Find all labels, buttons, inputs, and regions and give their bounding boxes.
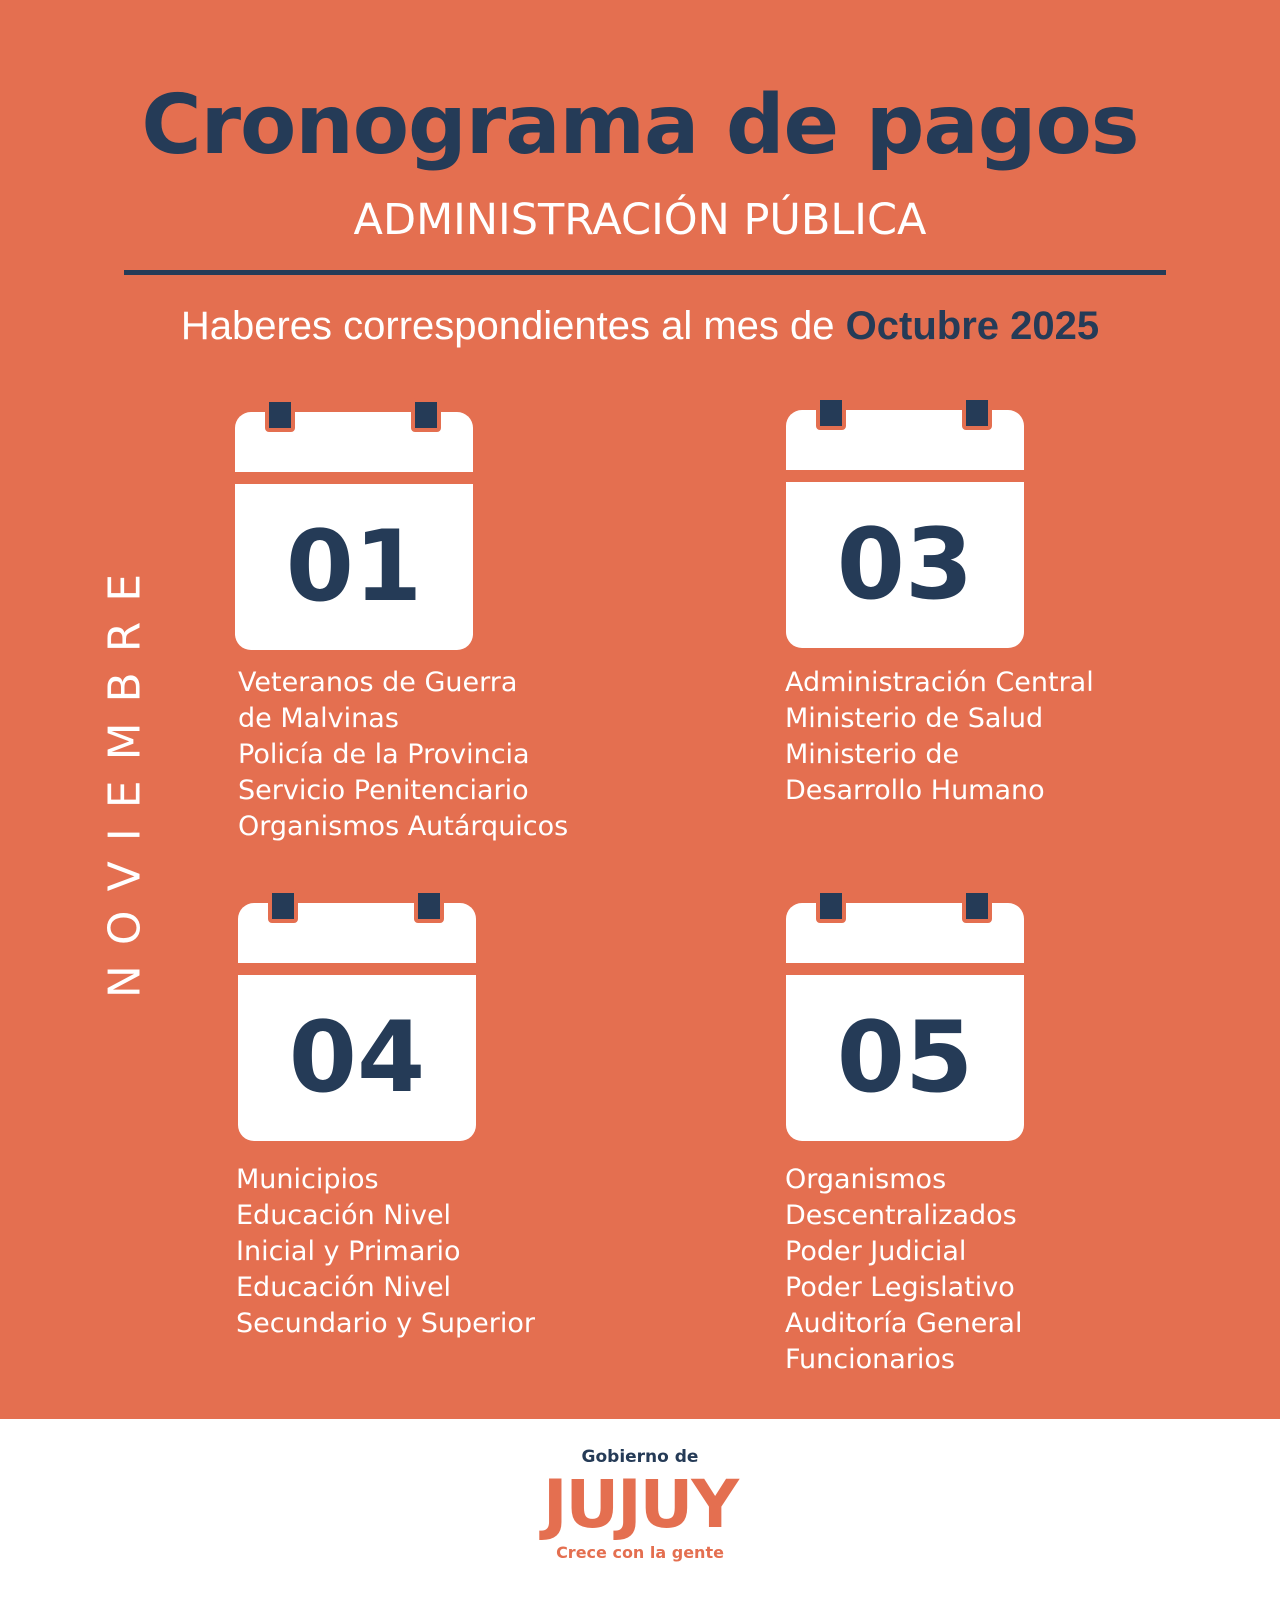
calendar-day: 04 xyxy=(238,975,476,1141)
list-item: Educación Nivel xyxy=(236,1200,452,1231)
calendar-day: 01 xyxy=(235,484,473,650)
logo-wordmark: JUJUY xyxy=(542,1466,739,1543)
calendar-icon: 04 xyxy=(238,889,476,1141)
list-item: Municipios xyxy=(236,1164,379,1195)
calendar-ring xyxy=(962,396,992,430)
month-label: NOVIEMBRE xyxy=(99,553,151,999)
list-item: Organismos xyxy=(785,1164,947,1195)
gobierno-jujuy-logo: Gobierno de JUJUY Crece con la gente xyxy=(0,1446,1280,1564)
divider xyxy=(124,270,1166,275)
list-item: Ministerio de Salud xyxy=(785,703,1044,734)
list-item: Ministerio de xyxy=(785,739,960,770)
list-item: Poder Legislativo xyxy=(785,1272,1015,1303)
schedule-list-01: Veteranos de Guerra de Malvinas Policía … xyxy=(238,665,568,845)
list-item: Funcionarios xyxy=(785,1344,955,1375)
schedule-list-03: Administración Central Ministerio de Sal… xyxy=(785,665,1094,809)
calendar-icon: 05 xyxy=(786,889,1024,1141)
logo-top-text: Gobierno de xyxy=(581,1447,699,1467)
schedule-list-05: Organismos Descentralizados Poder Judici… xyxy=(785,1162,1022,1378)
list-item: Organismos Autárquicos xyxy=(238,811,569,842)
period-line: Haberes correspondientes al mes de Octub… xyxy=(0,302,1280,350)
calendar-ring xyxy=(962,889,992,923)
list-item: Poder Judicial xyxy=(785,1236,967,1267)
list-item: de Malvinas xyxy=(238,703,399,734)
list-item: Inicial y Primario xyxy=(236,1236,461,1267)
list-item: Descentralizados xyxy=(785,1200,1017,1231)
page-title: Cronograma de pagos xyxy=(141,78,1139,173)
list-item: Administración Central xyxy=(785,667,1094,698)
list-item: Veteranos de Guerra xyxy=(238,667,518,698)
list-item: Desarrollo Humano xyxy=(785,775,1045,806)
poster-background xyxy=(0,0,1280,1419)
logo-tagline: Crece con la gente xyxy=(556,1543,724,1562)
calendar-ring xyxy=(268,889,298,923)
list-item: Auditoría General xyxy=(785,1308,1023,1339)
period-highlight: Octubre 2025 xyxy=(845,304,1100,348)
calendar-ring xyxy=(411,398,441,432)
calendar-icon: 01 xyxy=(235,398,473,650)
calendar-ring xyxy=(816,889,846,923)
page-subtitle: ADMINISTRACIÓN PÚBLICA xyxy=(353,195,927,245)
schedule-list-04: Municipios Educación Nivel Inicial y Pri… xyxy=(236,1162,535,1342)
calendar-day: 03 xyxy=(786,482,1024,648)
list-item: Educación Nivel xyxy=(236,1272,452,1303)
list-item: Secundario y Superior xyxy=(236,1308,535,1339)
period-prefix: Haberes correspondientes al mes de xyxy=(180,304,835,348)
calendar-ring xyxy=(414,889,444,923)
calendar-icon: 03 xyxy=(786,396,1024,648)
calendar-day: 05 xyxy=(786,975,1024,1141)
list-item: Servicio Penitenciario xyxy=(238,775,529,806)
calendar-ring xyxy=(265,398,295,432)
calendar-ring xyxy=(816,396,846,430)
list-item: Policía de la Provincia xyxy=(238,739,530,770)
